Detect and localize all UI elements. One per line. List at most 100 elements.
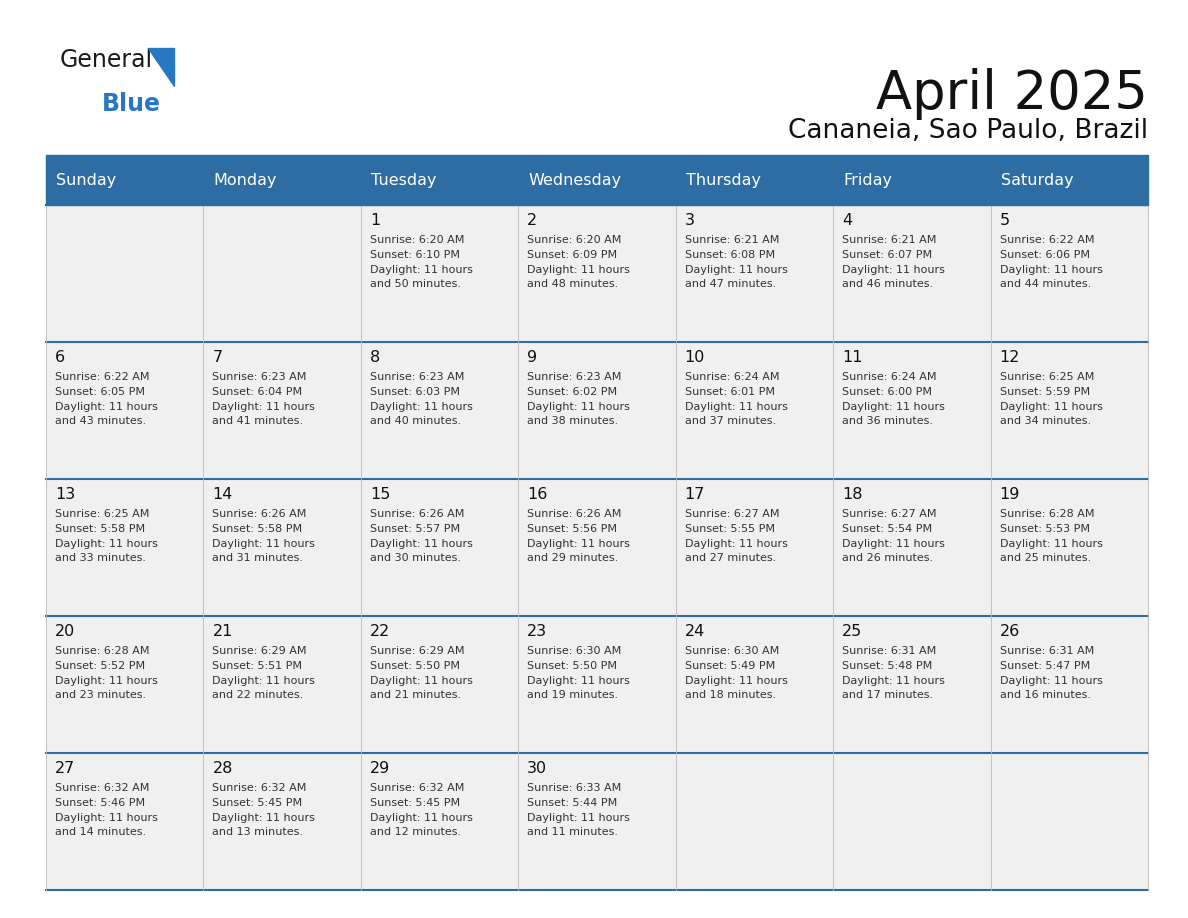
Text: Daylight: 11 hours: Daylight: 11 hours bbox=[213, 539, 315, 549]
Text: and 37 minutes.: and 37 minutes. bbox=[684, 416, 776, 426]
Text: Daylight: 11 hours: Daylight: 11 hours bbox=[842, 265, 944, 275]
Text: and 50 minutes.: and 50 minutes. bbox=[369, 279, 461, 289]
Text: Sunset: 6:08 PM: Sunset: 6:08 PM bbox=[684, 250, 775, 260]
Text: and 31 minutes.: and 31 minutes. bbox=[213, 553, 303, 563]
Bar bbox=[46, 205, 1148, 342]
Text: Sunset: 5:50 PM: Sunset: 5:50 PM bbox=[527, 661, 618, 671]
Bar bbox=[46, 616, 1148, 753]
Text: Sunday: Sunday bbox=[56, 173, 116, 187]
Text: Sunset: 5:52 PM: Sunset: 5:52 PM bbox=[55, 661, 145, 671]
Text: Sunrise: 6:33 AM: Sunrise: 6:33 AM bbox=[527, 783, 621, 793]
Text: Daylight: 11 hours: Daylight: 11 hours bbox=[684, 265, 788, 275]
Text: Daylight: 11 hours: Daylight: 11 hours bbox=[999, 539, 1102, 549]
Bar bbox=[46, 753, 1148, 890]
Text: Tuesday: Tuesday bbox=[371, 173, 436, 187]
Text: Sunset: 6:09 PM: Sunset: 6:09 PM bbox=[527, 250, 618, 260]
Text: and 26 minutes.: and 26 minutes. bbox=[842, 553, 934, 563]
Text: Sunset: 5:57 PM: Sunset: 5:57 PM bbox=[369, 524, 460, 534]
Text: Sunrise: 6:21 AM: Sunrise: 6:21 AM bbox=[842, 235, 936, 245]
Text: and 13 minutes.: and 13 minutes. bbox=[213, 827, 303, 837]
Text: Sunset: 6:07 PM: Sunset: 6:07 PM bbox=[842, 250, 933, 260]
Text: Sunset: 6:06 PM: Sunset: 6:06 PM bbox=[999, 250, 1089, 260]
Text: Sunset: 6:04 PM: Sunset: 6:04 PM bbox=[213, 387, 303, 397]
Text: Daylight: 11 hours: Daylight: 11 hours bbox=[369, 813, 473, 823]
Text: Sunset: 5:51 PM: Sunset: 5:51 PM bbox=[213, 661, 303, 671]
Text: Sunrise: 6:28 AM: Sunrise: 6:28 AM bbox=[999, 509, 1094, 519]
Text: 13: 13 bbox=[55, 487, 75, 502]
Text: 8: 8 bbox=[369, 350, 380, 365]
Text: 4: 4 bbox=[842, 213, 852, 228]
Text: and 14 minutes.: and 14 minutes. bbox=[55, 827, 146, 837]
Text: 16: 16 bbox=[527, 487, 548, 502]
Text: 20: 20 bbox=[55, 624, 75, 639]
Text: 30: 30 bbox=[527, 761, 548, 776]
Text: Daylight: 11 hours: Daylight: 11 hours bbox=[684, 539, 788, 549]
Text: Sunrise: 6:25 AM: Sunrise: 6:25 AM bbox=[999, 372, 1094, 382]
Text: Sunrise: 6:24 AM: Sunrise: 6:24 AM bbox=[684, 372, 779, 382]
Text: 15: 15 bbox=[369, 487, 390, 502]
Text: Sunrise: 6:32 AM: Sunrise: 6:32 AM bbox=[369, 783, 465, 793]
Text: Thursday: Thursday bbox=[685, 173, 760, 187]
Text: April 2025: April 2025 bbox=[876, 68, 1148, 120]
Text: Sunrise: 6:29 AM: Sunrise: 6:29 AM bbox=[369, 646, 465, 656]
Bar bbox=[46, 342, 1148, 479]
Text: and 38 minutes.: and 38 minutes. bbox=[527, 416, 619, 426]
Text: and 29 minutes.: and 29 minutes. bbox=[527, 553, 619, 563]
Text: 9: 9 bbox=[527, 350, 537, 365]
Text: Saturday: Saturday bbox=[1000, 173, 1073, 187]
Text: 21: 21 bbox=[213, 624, 233, 639]
Text: 12: 12 bbox=[999, 350, 1020, 365]
Text: Friday: Friday bbox=[843, 173, 892, 187]
Text: and 33 minutes.: and 33 minutes. bbox=[55, 553, 146, 563]
Text: Sunrise: 6:30 AM: Sunrise: 6:30 AM bbox=[684, 646, 779, 656]
Text: Sunrise: 6:32 AM: Sunrise: 6:32 AM bbox=[55, 783, 150, 793]
Text: Daylight: 11 hours: Daylight: 11 hours bbox=[842, 402, 944, 412]
Text: Daylight: 11 hours: Daylight: 11 hours bbox=[999, 265, 1102, 275]
Text: Daylight: 11 hours: Daylight: 11 hours bbox=[527, 265, 630, 275]
Text: and 48 minutes.: and 48 minutes. bbox=[527, 279, 619, 289]
Text: Sunset: 6:03 PM: Sunset: 6:03 PM bbox=[369, 387, 460, 397]
Text: 24: 24 bbox=[684, 624, 704, 639]
Text: Daylight: 11 hours: Daylight: 11 hours bbox=[369, 265, 473, 275]
Text: 7: 7 bbox=[213, 350, 222, 365]
Text: 23: 23 bbox=[527, 624, 548, 639]
Text: 17: 17 bbox=[684, 487, 706, 502]
Text: Daylight: 11 hours: Daylight: 11 hours bbox=[369, 676, 473, 686]
Text: and 44 minutes.: and 44 minutes. bbox=[999, 279, 1091, 289]
Text: Daylight: 11 hours: Daylight: 11 hours bbox=[842, 539, 944, 549]
Text: Daylight: 11 hours: Daylight: 11 hours bbox=[999, 402, 1102, 412]
Text: and 34 minutes.: and 34 minutes. bbox=[999, 416, 1091, 426]
Text: and 16 minutes.: and 16 minutes. bbox=[999, 690, 1091, 700]
Text: Sunrise: 6:29 AM: Sunrise: 6:29 AM bbox=[213, 646, 307, 656]
Text: 19: 19 bbox=[999, 487, 1020, 502]
Text: Sunrise: 6:25 AM: Sunrise: 6:25 AM bbox=[55, 509, 150, 519]
Text: Sunset: 5:47 PM: Sunset: 5:47 PM bbox=[999, 661, 1089, 671]
Text: Sunrise: 6:23 AM: Sunrise: 6:23 AM bbox=[369, 372, 465, 382]
Text: Sunset: 6:02 PM: Sunset: 6:02 PM bbox=[527, 387, 618, 397]
Text: Daylight: 11 hours: Daylight: 11 hours bbox=[55, 539, 158, 549]
Text: and 22 minutes.: and 22 minutes. bbox=[213, 690, 304, 700]
Text: Daylight: 11 hours: Daylight: 11 hours bbox=[527, 676, 630, 686]
Text: Wednesday: Wednesday bbox=[529, 173, 621, 187]
Text: and 19 minutes.: and 19 minutes. bbox=[527, 690, 619, 700]
Text: Daylight: 11 hours: Daylight: 11 hours bbox=[527, 402, 630, 412]
Text: 18: 18 bbox=[842, 487, 862, 502]
Text: Daylight: 11 hours: Daylight: 11 hours bbox=[684, 676, 788, 686]
Text: Sunset: 6:01 PM: Sunset: 6:01 PM bbox=[684, 387, 775, 397]
Text: Sunset: 5:46 PM: Sunset: 5:46 PM bbox=[55, 798, 145, 808]
Text: 14: 14 bbox=[213, 487, 233, 502]
Text: Monday: Monday bbox=[214, 173, 277, 187]
Text: Blue: Blue bbox=[102, 92, 162, 116]
Text: 28: 28 bbox=[213, 761, 233, 776]
Text: Sunset: 5:50 PM: Sunset: 5:50 PM bbox=[369, 661, 460, 671]
Text: and 11 minutes.: and 11 minutes. bbox=[527, 827, 618, 837]
Text: Daylight: 11 hours: Daylight: 11 hours bbox=[527, 813, 630, 823]
Text: Sunrise: 6:26 AM: Sunrise: 6:26 AM bbox=[527, 509, 621, 519]
Text: Daylight: 11 hours: Daylight: 11 hours bbox=[55, 676, 158, 686]
Text: 26: 26 bbox=[999, 624, 1019, 639]
Text: 27: 27 bbox=[55, 761, 75, 776]
Text: Sunset: 6:05 PM: Sunset: 6:05 PM bbox=[55, 387, 145, 397]
Text: and 41 minutes.: and 41 minutes. bbox=[213, 416, 304, 426]
Text: Sunrise: 6:32 AM: Sunrise: 6:32 AM bbox=[213, 783, 307, 793]
Text: Sunset: 5:54 PM: Sunset: 5:54 PM bbox=[842, 524, 933, 534]
